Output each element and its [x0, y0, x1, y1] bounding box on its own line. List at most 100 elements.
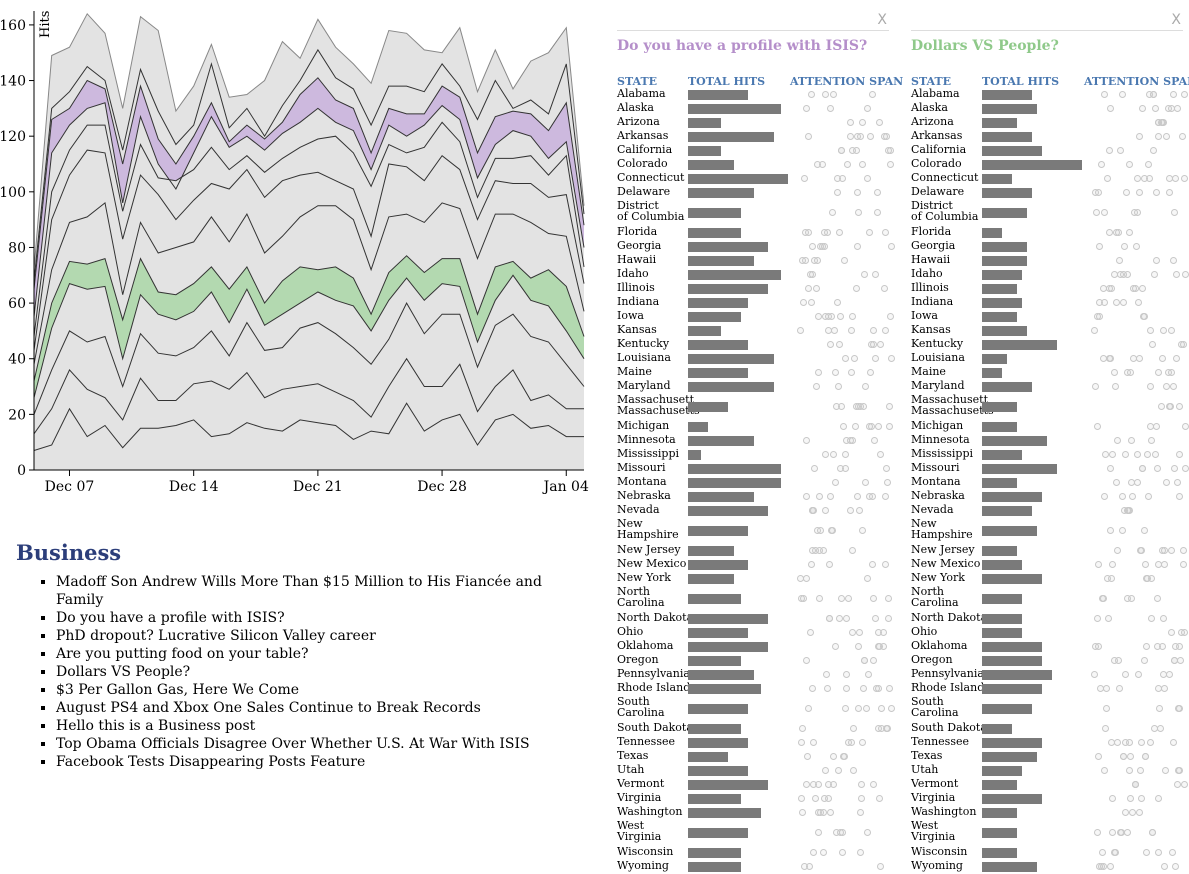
total-hits-bar[interactable] [982, 546, 1017, 556]
total-hits-bar[interactable] [982, 766, 1022, 776]
total-hits-bar[interactable] [688, 188, 754, 198]
total-hits-bar[interactable] [982, 642, 1042, 652]
total-hits-bar[interactable] [982, 174, 1012, 184]
total-hits-bar[interactable] [688, 402, 728, 412]
column-header-attention-span[interactable]: ATTENTION SPAN [1084, 75, 1189, 88]
article-link[interactable]: Hello this is a Business post [56, 718, 256, 734]
total-hits-bar[interactable] [982, 594, 1022, 604]
article-link[interactable]: Top Obama Officials Disagree Over Whethe… [56, 736, 530, 752]
total-hits-bar[interactable] [982, 794, 1042, 804]
total-hits-bar[interactable] [688, 242, 768, 252]
total-hits-bar[interactable] [688, 794, 741, 804]
total-hits-bar[interactable] [688, 492, 754, 502]
total-hits-bar[interactable] [688, 478, 781, 488]
total-hits-bar[interactable] [688, 284, 768, 294]
total-hits-bar[interactable] [688, 656, 741, 666]
total-hits-bar[interactable] [982, 90, 1032, 100]
article-link[interactable]: Madoff Son Andrew Wills More Than $15 Mi… [56, 574, 542, 608]
total-hits-bar[interactable] [982, 146, 1042, 156]
total-hits-bar[interactable] [688, 436, 754, 446]
total-hits-bar[interactable] [688, 208, 741, 218]
total-hits-bar[interactable] [982, 478, 1017, 488]
total-hits-bar[interactable] [688, 828, 748, 838]
total-hits-bar[interactable] [688, 450, 701, 460]
total-hits-bar[interactable] [982, 492, 1042, 502]
column-header-total-hits[interactable]: TOTAL HITS [982, 75, 1060, 88]
total-hits-bar[interactable] [982, 738, 1042, 748]
total-hits-bar[interactable] [688, 160, 734, 170]
total-hits-bar[interactable] [982, 704, 1032, 714]
total-hits-bar[interactable] [982, 270, 1022, 280]
column-header-total-hits[interactable]: TOTAL HITS [688, 75, 766, 88]
total-hits-bar[interactable] [982, 574, 1042, 584]
total-hits-bar[interactable] [688, 628, 748, 638]
close-icon[interactable]: X [877, 12, 887, 28]
total-hits-bar[interactable] [982, 670, 1052, 680]
total-hits-bar[interactable] [982, 506, 1032, 516]
column-header-attention-span[interactable]: ATTENTION SPAN [790, 75, 904, 88]
close-icon[interactable]: X [1171, 12, 1181, 28]
total-hits-bar[interactable] [688, 368, 748, 378]
total-hits-bar[interactable] [982, 450, 1022, 460]
total-hits-bar[interactable] [982, 118, 1017, 128]
total-hits-bar[interactable] [688, 684, 761, 694]
total-hits-bar[interactable] [982, 422, 1017, 432]
article-link[interactable]: Facebook Tests Disappearing Posts Featur… [56, 754, 366, 770]
total-hits-bar[interactable] [688, 340, 748, 350]
total-hits-bar[interactable] [688, 848, 741, 858]
total-hits-bar[interactable] [982, 464, 1057, 474]
total-hits-bar[interactable] [688, 574, 734, 584]
total-hits-bar[interactable] [982, 208, 1027, 218]
total-hits-bar[interactable] [688, 118, 721, 128]
total-hits-bar[interactable] [982, 368, 1002, 378]
total-hits-bar[interactable] [982, 312, 1017, 322]
total-hits-bar[interactable] [688, 256, 754, 266]
total-hits-bar[interactable] [688, 312, 741, 322]
total-hits-bar[interactable] [688, 90, 748, 100]
total-hits-bar[interactable] [982, 326, 1027, 336]
total-hits-bar[interactable] [982, 382, 1032, 392]
total-hits-bar[interactable] [688, 560, 748, 570]
total-hits-bar[interactable] [688, 766, 748, 776]
total-hits-bar[interactable] [688, 808, 761, 818]
total-hits-bar[interactable] [982, 256, 1027, 266]
total-hits-bar[interactable] [688, 174, 788, 184]
total-hits-bar[interactable] [982, 402, 1017, 412]
total-hits-bar[interactable] [688, 594, 741, 604]
total-hits-bar[interactable] [688, 228, 741, 238]
total-hits-bar[interactable] [982, 354, 1007, 364]
column-header-state[interactable]: STATE [911, 75, 952, 88]
total-hits-bar[interactable] [688, 298, 748, 308]
total-hits-bar[interactable] [982, 628, 1022, 638]
total-hits-bar[interactable] [688, 104, 781, 114]
total-hits-bar[interactable] [688, 506, 768, 516]
total-hits-bar[interactable] [688, 724, 741, 734]
total-hits-bar[interactable] [688, 382, 774, 392]
total-hits-bar[interactable] [688, 354, 774, 364]
total-hits-bar[interactable] [982, 808, 1017, 818]
total-hits-bar[interactable] [982, 780, 1017, 790]
article-link[interactable]: PhD dropout? Lucrative Silicon Valley ca… [56, 628, 376, 644]
total-hits-bar[interactable] [688, 738, 748, 748]
total-hits-bar[interactable] [688, 862, 741, 872]
total-hits-bar[interactable] [982, 828, 1017, 838]
total-hits-bar[interactable] [688, 146, 721, 156]
total-hits-bar[interactable] [688, 132, 774, 142]
total-hits-bar[interactable] [688, 642, 768, 652]
total-hits-bar[interactable] [982, 340, 1057, 350]
article-link[interactable]: Do you have a profile with ISIS? [56, 610, 285, 626]
total-hits-bar[interactable] [982, 656, 1042, 666]
total-hits-bar[interactable] [982, 242, 1027, 252]
total-hits-bar[interactable] [688, 422, 708, 432]
total-hits-bar[interactable] [688, 270, 781, 280]
total-hits-bar[interactable] [982, 160, 1082, 170]
total-hits-bar[interactable] [688, 526, 748, 536]
column-header-state[interactable]: STATE [617, 75, 658, 88]
total-hits-bar[interactable] [982, 436, 1047, 446]
total-hits-bar[interactable] [982, 228, 1002, 238]
total-hits-bar[interactable] [982, 298, 1022, 308]
article-link[interactable]: Are you putting food on your table? [56, 646, 309, 662]
total-hits-bar[interactable] [982, 752, 1037, 762]
total-hits-bar[interactable] [982, 848, 1017, 858]
total-hits-bar[interactable] [982, 560, 1022, 570]
